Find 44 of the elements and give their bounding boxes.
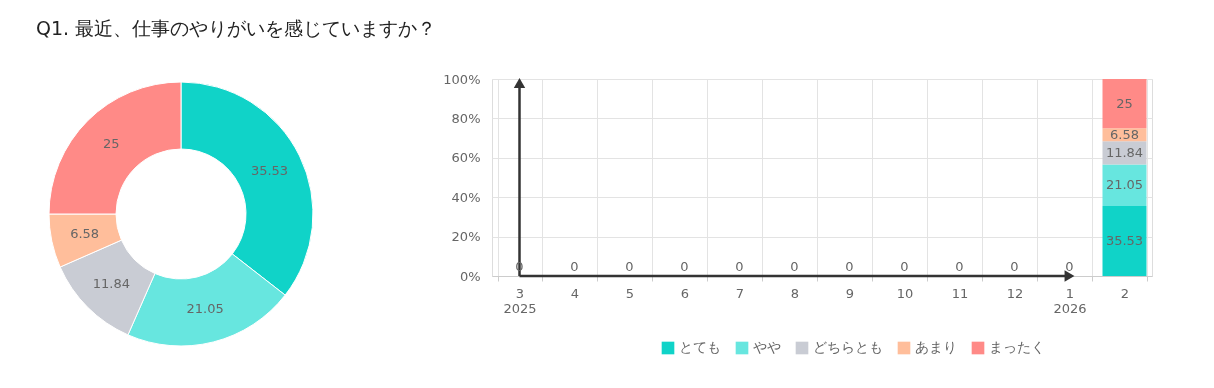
data-label: 6.58 bbox=[70, 226, 100, 242]
data-label: 21.05 bbox=[186, 301, 224, 317]
data-label: 6.58 bbox=[1110, 126, 1139, 142]
legend-label: どちらとも bbox=[813, 339, 883, 355]
data-label: 21.05 bbox=[1105, 177, 1144, 193]
y-tick-label: 0% bbox=[459, 268, 481, 284]
x-tick-label: 11 bbox=[951, 285, 969, 301]
data-label: 0 bbox=[900, 259, 909, 274]
data-label: 35.53 bbox=[250, 162, 289, 178]
data-label: 25 bbox=[1116, 95, 1133, 111]
data-label: 25 bbox=[103, 136, 120, 152]
data-label: 35.53 bbox=[1105, 233, 1144, 248]
data-label: 11.84 bbox=[92, 275, 130, 291]
x-tick-label: 5 bbox=[625, 285, 635, 301]
y-tick-label: 80% bbox=[451, 110, 481, 126]
x-tick-label: 8 bbox=[790, 285, 800, 301]
x-tick-label: 2 bbox=[1120, 285, 1130, 301]
data-label: 0 bbox=[790, 259, 799, 274]
x-tick-label: 1 2026 bbox=[1053, 285, 1087, 316]
x-tick-label: 4 bbox=[570, 285, 580, 301]
data-label: 0 bbox=[735, 259, 744, 274]
data-label: 0 bbox=[1010, 259, 1019, 274]
x-tick-label: 10 bbox=[896, 285, 914, 301]
y-tick-label: 20% bbox=[451, 229, 481, 245]
data-label: 0 bbox=[625, 259, 634, 274]
data-label: 0 bbox=[1065, 259, 1074, 274]
x-tick-label: 3 2025 bbox=[503, 285, 537, 316]
legend-label: やや bbox=[753, 339, 781, 355]
x-tick-label: 12 bbox=[1006, 285, 1024, 301]
legend-label: とても bbox=[679, 339, 721, 355]
x-tick-label: 9 bbox=[845, 285, 855, 301]
data-label: 0 bbox=[845, 259, 854, 274]
data-label: 0 bbox=[680, 259, 689, 274]
x-tick-label: 6 bbox=[680, 285, 690, 301]
y-tick-label: 40% bbox=[451, 189, 481, 205]
y-tick-label: 60% bbox=[451, 150, 481, 166]
legend-label: まったく bbox=[989, 339, 1045, 355]
x-tick-label: 7 bbox=[735, 285, 745, 301]
data-label: 0 bbox=[955, 259, 964, 274]
y-tick-label: 100% bbox=[443, 71, 481, 87]
data-label: 11.84 bbox=[1105, 144, 1144, 160]
legend-label: あまり bbox=[915, 339, 957, 355]
data-label: 0 bbox=[570, 259, 579, 274]
chart-title: Q1. 最近、仕事のやりがいを感じていますか？ bbox=[36, 17, 437, 39]
